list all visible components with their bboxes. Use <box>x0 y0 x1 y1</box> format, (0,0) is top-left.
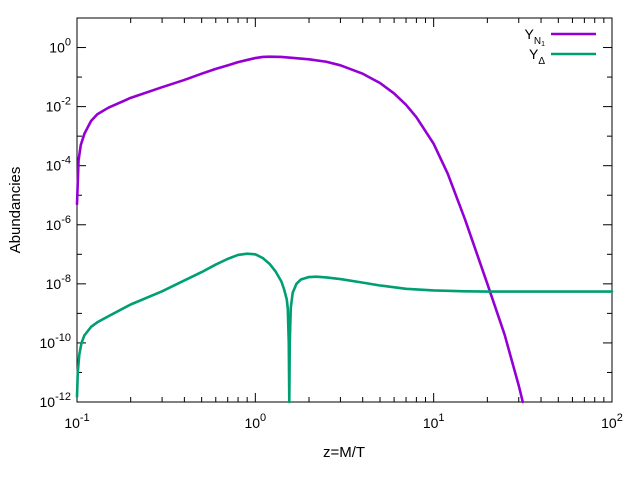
y-tick-label: 10-8 <box>46 273 71 292</box>
y-tick-label: 10-4 <box>46 155 71 174</box>
series-line-0 <box>75 55 525 404</box>
x-tick-label: 102 <box>601 412 623 431</box>
y-tick-label: 10-10 <box>40 332 71 351</box>
x-tick-label: 101 <box>423 412 445 431</box>
legend-label-0: YN1 <box>525 26 546 48</box>
y-axis-label: Abundancies <box>7 167 24 254</box>
legend-label-1: YΔ <box>529 46 545 67</box>
y-tick-label: 10-6 <box>46 214 71 233</box>
x-tick-label: 10-1 <box>64 412 89 431</box>
x-axis-label: z=M/T <box>323 444 365 461</box>
y-tick-label: 10-2 <box>46 96 71 115</box>
x-tick-label: 100 <box>244 412 266 431</box>
y-tick-label: 100 <box>49 37 71 56</box>
y-tick-label: 10-12 <box>40 391 71 410</box>
series-layer <box>75 55 614 404</box>
plot-frame <box>76 17 613 403</box>
tick-marks <box>76 17 612 403</box>
series-line-1 <box>75 252 614 404</box>
tick-labels: 10-1 100 101 102 100 10-2 10-4 10-6 10-8 10-10 10-… <box>40 37 623 431</box>
